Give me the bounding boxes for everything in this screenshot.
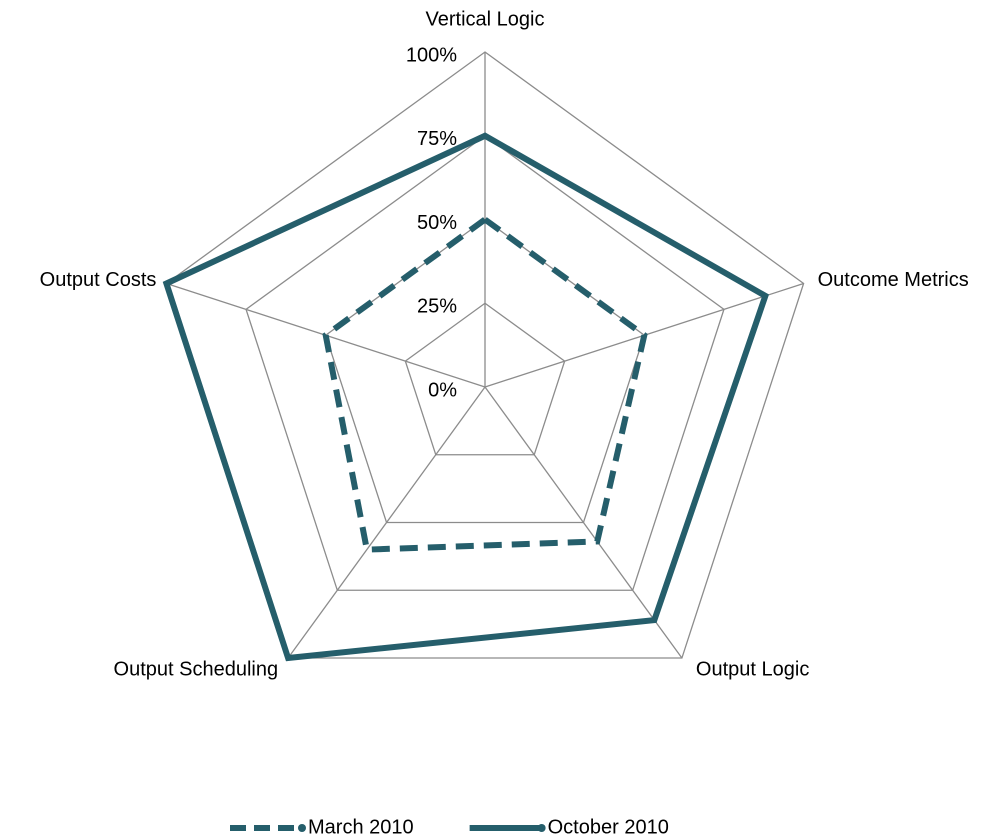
legend-marker: [298, 824, 306, 832]
y-tick-label: 75%: [417, 128, 457, 150]
category-label: Vertical Logic: [426, 8, 545, 30]
series-line: [162, 132, 770, 662]
spoke: [484, 386, 683, 659]
spoke: [287, 386, 486, 659]
legend-label: October 2010: [548, 816, 669, 838]
legend-marker: [537, 824, 546, 832]
y-tick-label: 100%: [406, 44, 457, 66]
grid-ring: [165, 51, 805, 659]
grid-ring: [324, 218, 646, 524]
category-label: Outcome Metrics: [818, 269, 969, 291]
legend-label: March 2010: [308, 816, 414, 838]
grid-ring: [245, 134, 725, 591]
category-label: Output Scheduling: [114, 658, 279, 680]
y-tick-label: 25%: [417, 296, 457, 318]
y-tick-label: 50%: [417, 212, 457, 234]
y-tick-label: 0%: [428, 379, 457, 401]
category-label: Output Costs: [40, 269, 157, 291]
grid-ring: [404, 302, 566, 456]
category-label: Output Logic: [696, 658, 809, 680]
